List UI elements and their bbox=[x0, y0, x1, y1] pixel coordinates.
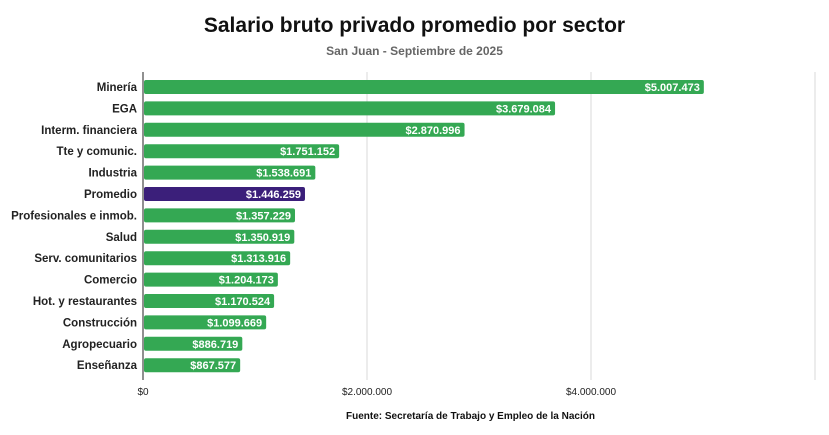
bar bbox=[144, 229, 295, 244]
bar bbox=[144, 122, 465, 137]
category-label: Tte y comunic. bbox=[56, 146, 137, 158]
data-label: $1.538.691 bbox=[256, 168, 311, 180]
category-label: Hot. y restaurantes bbox=[33, 296, 137, 308]
category-label: Salud bbox=[106, 232, 137, 244]
data-label: $1.099.669 bbox=[207, 317, 262, 329]
bar bbox=[144, 144, 340, 159]
category-label: Minería bbox=[97, 82, 138, 94]
x-tick-label: $2.000.000 bbox=[342, 387, 392, 398]
bar bbox=[144, 315, 267, 330]
bar bbox=[144, 336, 243, 351]
bar bbox=[144, 101, 556, 116]
category-label: Profesionales e inmob. bbox=[11, 210, 137, 222]
bar bbox=[144, 251, 291, 266]
category-label: Industria bbox=[88, 168, 137, 180]
data-label: $1.446.259 bbox=[246, 189, 301, 201]
data-label: $1.751.152 bbox=[280, 146, 335, 158]
category-label: Comercio bbox=[84, 275, 137, 287]
data-label: $2.870.996 bbox=[405, 125, 460, 137]
bar bbox=[144, 80, 704, 94]
data-label: $867.577 bbox=[190, 360, 236, 372]
data-label: $1.204.173 bbox=[219, 275, 274, 287]
category-label: Promedio bbox=[84, 189, 137, 201]
bar bbox=[144, 208, 296, 223]
category-label: Enseñanza bbox=[77, 360, 138, 372]
data-label: $5.007.473 bbox=[645, 82, 700, 94]
bar bbox=[144, 187, 305, 201]
category-label: Serv. comunitarios bbox=[34, 253, 137, 265]
chart-title: Salario bruto privado promedio por secto… bbox=[203, 14, 626, 37]
category-label: Interm. financiera bbox=[41, 125, 137, 137]
data-label: $1.357.229 bbox=[236, 210, 291, 222]
category-label: EGA bbox=[112, 103, 137, 115]
bar bbox=[144, 165, 316, 180]
bar bbox=[144, 272, 278, 287]
x-tick-label: $0 bbox=[137, 387, 149, 398]
data-label: $1.313.916 bbox=[231, 253, 286, 265]
chart-subtitle: San Juan - Septiembre de 2025 bbox=[326, 44, 503, 58]
source-note: Fuente: Secretaría de Trabajo y Empleo d… bbox=[346, 411, 595, 422]
data-label: $3.679.084 bbox=[496, 103, 552, 115]
category-label: Agropecuario bbox=[62, 339, 137, 351]
data-label: $1.170.524 bbox=[215, 296, 271, 308]
data-label: $1.350.919 bbox=[235, 232, 290, 244]
x-tick-label: $4.000.000 bbox=[566, 387, 616, 398]
bar bbox=[144, 294, 275, 308]
bar bbox=[144, 358, 241, 373]
data-label: $886.719 bbox=[192, 339, 238, 351]
category-label: Construcción bbox=[63, 317, 137, 329]
